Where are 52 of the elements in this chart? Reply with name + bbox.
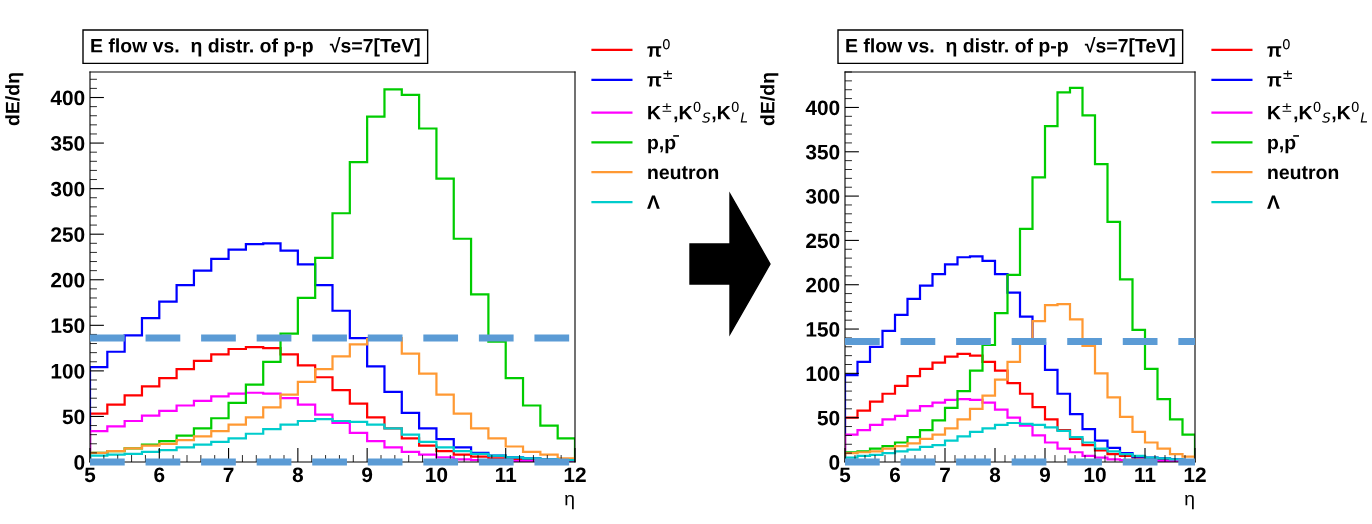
x-tick-label: 12 — [564, 467, 586, 482]
x-tick-label: 8 — [292, 467, 304, 483]
y-tick-label: 150 — [51, 318, 85, 334]
y-tick-label: 0 — [829, 455, 840, 470]
x-tick-label: 10 — [1084, 467, 1106, 483]
y-tick-label: 150 — [806, 322, 840, 337]
legend-label: neutron — [648, 166, 719, 180]
legend-label: π$^{±}$ — [647, 70, 672, 87]
y-tick-label: 300 — [50, 181, 85, 197]
x-tick-label: 12 — [1184, 467, 1206, 482]
y-tick-label: 100 — [806, 366, 840, 382]
x-tick-label: 9 — [362, 467, 373, 483]
x-tick-label: 11 — [496, 467, 517, 482]
legend-label: π$^{0}$ — [647, 39, 670, 57]
y-tick-label: 200 — [806, 277, 840, 293]
x-tick-label: 7 — [940, 467, 950, 482]
y-tick-label: 300 — [805, 189, 840, 204]
x-tick-label: 5 — [84, 467, 96, 483]
y-tick-label: 400 — [805, 100, 840, 116]
legend-label: π$^{±}$ — [1267, 70, 1292, 87]
y-tick-label: 350 — [50, 136, 85, 151]
legend-label: π$^{0}$ — [1267, 39, 1290, 57]
legend-label: Λ — [1267, 195, 1280, 209]
chart-title: E flow vs. η distr. of p-p √s=7[TeV] — [846, 36, 1175, 57]
y-axis-title: dE/dη — [760, 73, 779, 126]
x-axis-title: η — [1185, 494, 1194, 510]
legend-label: K$^{±}$,K$^{0}$$_{S}$,K$^{0}$$_{L}$ — [648, 101, 748, 123]
y-tick-label: 200 — [51, 272, 85, 288]
y-tick-label: 400 — [50, 90, 85, 106]
x-tick-label: 9 — [1039, 467, 1051, 483]
x-tick-label: 10 — [426, 467, 448, 483]
legend-label: p,p̄ — [648, 135, 679, 154]
y-tick-label: 100 — [51, 363, 85, 379]
y-tick-label: 250 — [51, 227, 85, 242]
y-tick-label: 50 — [62, 409, 85, 425]
x-tick-label: 8 — [989, 467, 1001, 483]
y-tick-label: 0 — [74, 455, 85, 470]
chart-title: E flow vs. η distr. of p-p √s=7[TeV] — [91, 36, 420, 57]
y-axis-title: dE/dη — [5, 73, 24, 126]
x-axis-title: η — [565, 494, 574, 510]
x-tick-label: 6 — [154, 467, 165, 483]
legend-label: p,p̄ — [1268, 135, 1299, 154]
legend-label: Λ — [647, 195, 660, 209]
legend-label: neutron — [1268, 166, 1339, 180]
x-tick-label: 5 — [839, 467, 851, 483]
y-tick-label: 250 — [806, 233, 840, 249]
x-tick-label: 7 — [223, 467, 234, 482]
y-tick-label: 350 — [805, 144, 840, 160]
legend-label: K$^{±}$,K$^{0}$$_{S}$,K$^{0}$$_{L}$ — [1268, 101, 1368, 123]
x-tick-label: 6 — [889, 467, 901, 483]
y-tick-label: 50 — [817, 410, 840, 426]
x-tick-label: 11 — [1135, 467, 1156, 482]
